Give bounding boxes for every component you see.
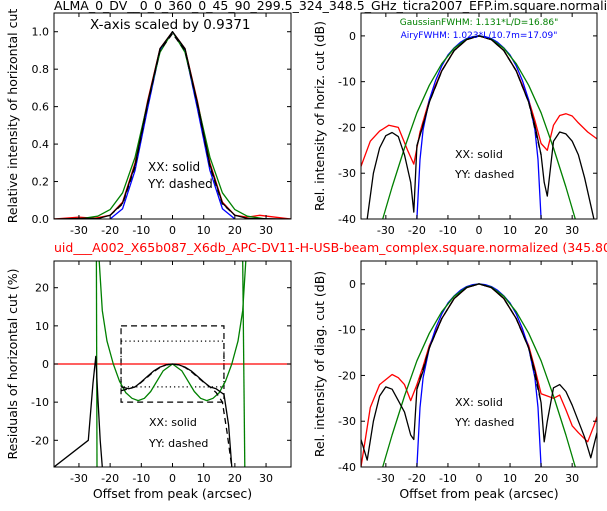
series-line-black-solid xyxy=(361,283,597,461)
y-tick-label: 10 xyxy=(35,320,49,333)
y-axis-label: Relative intensity of horizontal cut xyxy=(5,9,20,224)
chart-annotation: XX: solid xyxy=(455,148,503,161)
x-tick-label: 0 xyxy=(169,224,176,237)
x-tick-label: -30 xyxy=(377,472,395,485)
plot-area xyxy=(361,35,597,219)
x-tick-label: 10 xyxy=(503,472,517,485)
chart-annotation: GaussianFWHM: 1.131*L/D=16.86" xyxy=(400,18,558,28)
plots-layer: -30 -20 -10 0 10 20 30 0.0 0.2 0.4 0.6 0.8 1.0 Relati… xyxy=(5,9,598,501)
chart-annotation: AiryFWHM: 1.023*L/10.7m=17.09" xyxy=(401,31,558,41)
series-line-green-solid xyxy=(382,283,576,467)
x-tick-label: -20 xyxy=(101,224,119,237)
plot-area xyxy=(361,283,597,467)
x-axis-label: Offset from peak (arcsec) xyxy=(93,486,252,501)
x-tick-label: 30 xyxy=(565,224,579,237)
x-tick-label: -30 xyxy=(70,224,88,237)
plot-area xyxy=(54,31,291,219)
chart-panel-bottom-right: -30 -20 -10 0 10 20 30 0 -10 -20 -30 -40 Offset from… xyxy=(312,260,598,501)
y-tick-label: 0 xyxy=(42,358,49,371)
chart-annotation: YY: dashed xyxy=(454,416,514,429)
y-axis-label: Rel. intensity of diag. cut (dB) xyxy=(312,271,327,457)
series-line-blue-solid xyxy=(416,35,542,219)
x-tick-label: -20 xyxy=(408,224,426,237)
x-tick-label: 0 xyxy=(476,224,483,237)
x-tick-label: -10 xyxy=(439,472,457,485)
chart-annotation: X-axis scaled by 0.9371 xyxy=(90,17,251,33)
series-line-black-dashed xyxy=(416,35,542,156)
x-tick-label: -10 xyxy=(132,224,150,237)
series-line-red-solid xyxy=(361,283,597,467)
y-tick-label: -30 xyxy=(338,415,356,428)
series-line-black-dashed xyxy=(109,32,236,216)
series-line-black-solid xyxy=(366,35,595,219)
series-line-red-solid xyxy=(361,35,597,167)
x-tick-label: -10 xyxy=(132,472,150,485)
y-tick-label: -10 xyxy=(31,396,49,409)
x-tick-label: 0 xyxy=(476,472,483,485)
y-tick-label: 1.0 xyxy=(32,26,50,39)
x-tick-label: 30 xyxy=(565,472,579,485)
y-tick-label: 0.0 xyxy=(32,213,50,226)
y-tick-label: -10 xyxy=(338,324,356,337)
y-tick-label: -20 xyxy=(31,434,49,447)
y-tick-label: -30 xyxy=(338,167,356,180)
y-axis-label: Residuals of horizontal cut (%) xyxy=(5,269,20,460)
bottom-title: uid___A002_X65b087_X6db_APC-DV11-H-USB-b… xyxy=(54,240,607,255)
x-tick-label: 30 xyxy=(259,224,273,237)
x-tick-label: 30 xyxy=(259,472,273,485)
x-tick-label: 10 xyxy=(197,472,211,485)
series-line-black-dashed xyxy=(416,283,542,404)
x-tick-label: 0 xyxy=(169,472,176,485)
x-tick-label: -20 xyxy=(101,472,119,485)
y-tick-label: -40 xyxy=(338,213,356,226)
x-tick-label: 20 xyxy=(534,472,548,485)
chart-panel-top-left: -30 -20 -10 0 10 20 30 0.0 0.2 0.4 0.6 0.8 1.0 Relati… xyxy=(5,9,292,237)
y-tick-label: 0.8 xyxy=(32,63,50,76)
y-tick-label: -20 xyxy=(338,121,356,134)
y-tick-label: -40 xyxy=(338,461,356,474)
y-tick-label: 0.4 xyxy=(32,138,50,151)
x-axis-label: Offset from peak (arcsec) xyxy=(399,486,558,501)
x-tick-label: 10 xyxy=(503,224,517,237)
top-title: ALMA_0_DV__0_0_360_0_45_90_299.5_324_348… xyxy=(54,0,607,13)
y-tick-label: 0 xyxy=(349,30,356,43)
chart-annotation: YY: dashed xyxy=(148,437,208,450)
chart-panel-top-right: -30 -20 -10 0 10 20 30 0 -10 -20 -30 -40 Rel. intens… xyxy=(312,12,598,237)
x-tick-label: 20 xyxy=(228,472,242,485)
y-tick-label: 0.6 xyxy=(32,101,50,114)
series-line-black-solid xyxy=(54,355,103,467)
x-tick-label: 20 xyxy=(228,224,242,237)
y-axis-label: Rel. intensity of horiz. cut (dB) xyxy=(312,21,327,211)
series-line-green-solid xyxy=(242,261,246,467)
y-tick-label: 0.2 xyxy=(32,176,50,189)
y-tick-label: -20 xyxy=(338,369,356,382)
x-tick-label: -20 xyxy=(408,472,426,485)
chart-annotation: XX: solid xyxy=(455,396,503,409)
x-tick-label: 20 xyxy=(534,224,548,237)
plot-area xyxy=(54,261,291,467)
y-tick-label: 0 xyxy=(349,278,356,291)
x-tick-label: -30 xyxy=(377,224,395,237)
series-line-black-dashed xyxy=(120,363,233,467)
axes-frame xyxy=(360,12,598,220)
y-tick-label: 20 xyxy=(35,282,49,295)
chart-annotation: YY: dashed xyxy=(454,168,514,181)
x-tick-label: -10 xyxy=(439,224,457,237)
chart-annotation: XX: solid xyxy=(148,160,200,174)
chart-annotation: YY: dashed xyxy=(147,177,213,191)
y-tick-label: -10 xyxy=(338,76,356,89)
x-tick-label: -30 xyxy=(70,472,88,485)
series-line-blue-solid xyxy=(416,283,542,467)
chart-annotation: XX: solid xyxy=(149,416,197,429)
series-line-black-solid xyxy=(54,31,291,219)
axes-frame xyxy=(360,260,598,468)
x-tick-label: 10 xyxy=(197,224,211,237)
region-box-dotted xyxy=(120,340,225,388)
